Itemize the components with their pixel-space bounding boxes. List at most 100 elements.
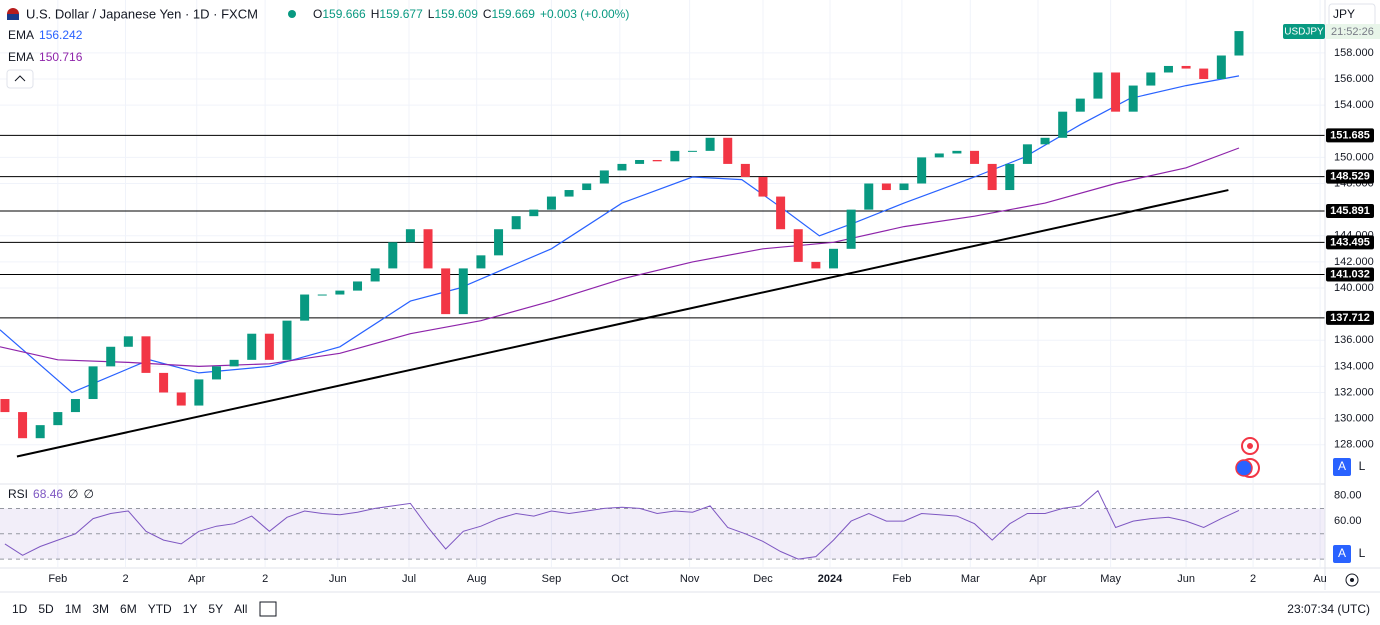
log-scale-label[interactable]: L	[1359, 459, 1366, 473]
candle	[1005, 163, 1015, 191]
candle	[317, 294, 327, 296]
candle	[1128, 85, 1138, 112]
rsi-name: RSI	[8, 487, 28, 501]
candle	[1216, 55, 1226, 80]
candle	[494, 229, 504, 256]
x-tick-label: 2	[122, 573, 128, 585]
candle	[88, 366, 98, 400]
collapse-legend[interactable]	[6, 69, 34, 89]
settings-icon[interactable]	[1345, 573, 1359, 587]
x-tick-label: Jul	[402, 573, 416, 585]
ema-legend: EMA 150.716	[8, 50, 83, 64]
y-tick-label: 154.000	[1334, 99, 1374, 111]
x-tick-label: Apr	[188, 573, 205, 585]
range-button[interactable]: 6M	[120, 602, 137, 616]
range-button[interactable]: 5Y	[208, 602, 223, 616]
ohlc-key: O	[313, 7, 322, 21]
candle	[758, 176, 768, 197]
ohlc-values: O159.666 H159.677 L159.609 C159.669 +0.003 (…	[313, 7, 629, 21]
y-tick-label: 140.000	[1334, 282, 1374, 294]
candle	[353, 281, 363, 291]
y-tick-label: 128.000	[1334, 439, 1374, 451]
rsi-band	[0, 508, 1325, 560]
countdown: 21:52:26	[1331, 26, 1374, 38]
ema-legend: EMA 156.242	[8, 28, 83, 42]
y-tick-label: 142.000	[1334, 256, 1374, 268]
auto-scale-label: A	[1338, 546, 1346, 560]
range-button[interactable]: 3M	[92, 602, 109, 616]
collapse-icon	[14, 75, 26, 82]
x-tick-label: Aug	[467, 573, 487, 585]
candle	[723, 137, 733, 164]
rsi-legend: RSI 68.46 ∅ ∅	[8, 487, 94, 501]
candle	[194, 379, 204, 406]
ema-name: EMA	[8, 28, 34, 42]
level-label: 137.712	[1330, 312, 1370, 324]
rsi-line	[4, 489, 1240, 560]
candle	[1022, 144, 1032, 164]
log-scale-label[interactable]: L	[1359, 546, 1366, 560]
candle	[53, 412, 63, 426]
settings-icon	[1350, 578, 1354, 582]
symbol-title[interactable]: U.S. Dollar / Japanese Yen · 1D · FXCM	[26, 6, 258, 21]
trendline	[16, 189, 1229, 458]
auto-scale-button[interactable]	[1333, 545, 1351, 563]
candle	[811, 261, 821, 269]
auto-scale-button[interactable]	[1333, 458, 1351, 476]
range-button[interactable]: 1Y	[183, 602, 198, 616]
candle	[247, 333, 257, 360]
candle	[282, 320, 292, 360]
candle	[599, 170, 609, 184]
candle	[335, 290, 345, 295]
candle	[687, 150, 697, 152]
market-status	[288, 10, 296, 18]
candle	[1058, 111, 1068, 138]
x-tick-label: 2024	[818, 573, 843, 585]
candle	[141, 336, 151, 373]
level-label: 145.891	[1330, 205, 1370, 217]
x-tick-label: Dec	[753, 573, 773, 585]
ticker-tag-label: USDJPY	[1284, 27, 1324, 38]
candle	[123, 336, 133, 347]
range-button[interactable]: All	[234, 602, 247, 616]
y-tick-label: 156.000	[1334, 73, 1374, 85]
ticker-tag	[1283, 24, 1325, 39]
ohlc-value: 159.677	[379, 7, 423, 21]
candle	[35, 425, 45, 439]
ohlc-value: 159.666	[322, 7, 366, 21]
clock: 23:07:34 (UTC)	[1287, 602, 1370, 616]
candle	[211, 366, 221, 380]
ohlc-key: L	[428, 7, 435, 21]
candle	[1075, 98, 1085, 112]
range-button[interactable]: 1D	[12, 602, 28, 616]
level-label: 143.495	[1330, 236, 1370, 248]
candle	[846, 209, 856, 249]
candle	[793, 229, 803, 262]
event-icon[interactable]	[1235, 459, 1253, 477]
currency-label: JPY	[1333, 7, 1355, 21]
y-tick-label: 134.000	[1334, 360, 1374, 372]
range-button[interactable]: 5D	[38, 602, 54, 616]
auto-scale-label: A	[1338, 459, 1346, 473]
candle	[635, 159, 645, 164]
range-button[interactable]: YTD	[148, 602, 172, 616]
x-tick-label: Oct	[611, 573, 628, 585]
range-button[interactable]: 1M	[65, 602, 82, 616]
y-tick-label: 130.000	[1334, 413, 1374, 425]
candle	[1093, 72, 1103, 99]
date-range-icon[interactable]	[259, 601, 277, 617]
candle	[423, 229, 433, 269]
candle	[458, 268, 468, 315]
x-tick-label: Au	[1313, 573, 1326, 585]
candle	[1234, 31, 1244, 56]
x-tick-label: Nov	[680, 573, 700, 585]
level-label: 141.032	[1330, 268, 1370, 280]
candle	[176, 392, 186, 406]
candle	[952, 150, 962, 154]
candle	[899, 183, 909, 191]
candle	[864, 183, 874, 210]
rsi-param: ∅	[68, 487, 78, 501]
symbol-flag	[7, 14, 19, 20]
level-label: 151.685	[1330, 129, 1370, 141]
candle	[582, 183, 592, 191]
